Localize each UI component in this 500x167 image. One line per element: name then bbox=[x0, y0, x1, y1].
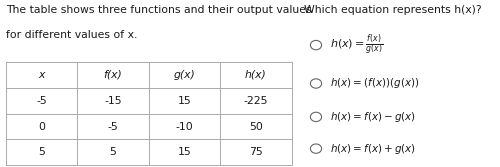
Text: $h(x) = f(x) - g(x)$: $h(x) = f(x) - g(x)$ bbox=[330, 110, 416, 124]
Text: $h(x) = (f(x))(g(x))$: $h(x) = (f(x))(g(x))$ bbox=[330, 76, 420, 91]
Text: -5: -5 bbox=[108, 122, 118, 131]
Text: The table shows three functions and their output values: The table shows three functions and thei… bbox=[6, 5, 312, 15]
Text: 5: 5 bbox=[110, 147, 116, 157]
Text: 5: 5 bbox=[38, 147, 45, 157]
Text: 75: 75 bbox=[249, 147, 262, 157]
Text: -5: -5 bbox=[36, 96, 47, 106]
Text: 15: 15 bbox=[178, 147, 192, 157]
Text: f(x): f(x) bbox=[104, 70, 122, 80]
Text: h(x): h(x) bbox=[245, 70, 266, 80]
Text: -10: -10 bbox=[176, 122, 194, 131]
Text: $h(x) = f(x) + g(x)$: $h(x) = f(x) + g(x)$ bbox=[330, 142, 416, 156]
Text: g(x): g(x) bbox=[174, 70, 196, 80]
Text: 15: 15 bbox=[178, 96, 192, 106]
Text: 0: 0 bbox=[38, 122, 45, 131]
Text: Which equation represents h(x)?: Which equation represents h(x)? bbox=[304, 5, 482, 15]
Text: $h(x) = \frac{f(x)}{g(x)}$: $h(x) = \frac{f(x)}{g(x)}$ bbox=[330, 32, 384, 58]
Text: x: x bbox=[38, 70, 45, 80]
Text: -15: -15 bbox=[104, 96, 122, 106]
Text: for different values of x.: for different values of x. bbox=[6, 30, 138, 40]
Text: 50: 50 bbox=[249, 122, 263, 131]
Text: -225: -225 bbox=[244, 96, 268, 106]
